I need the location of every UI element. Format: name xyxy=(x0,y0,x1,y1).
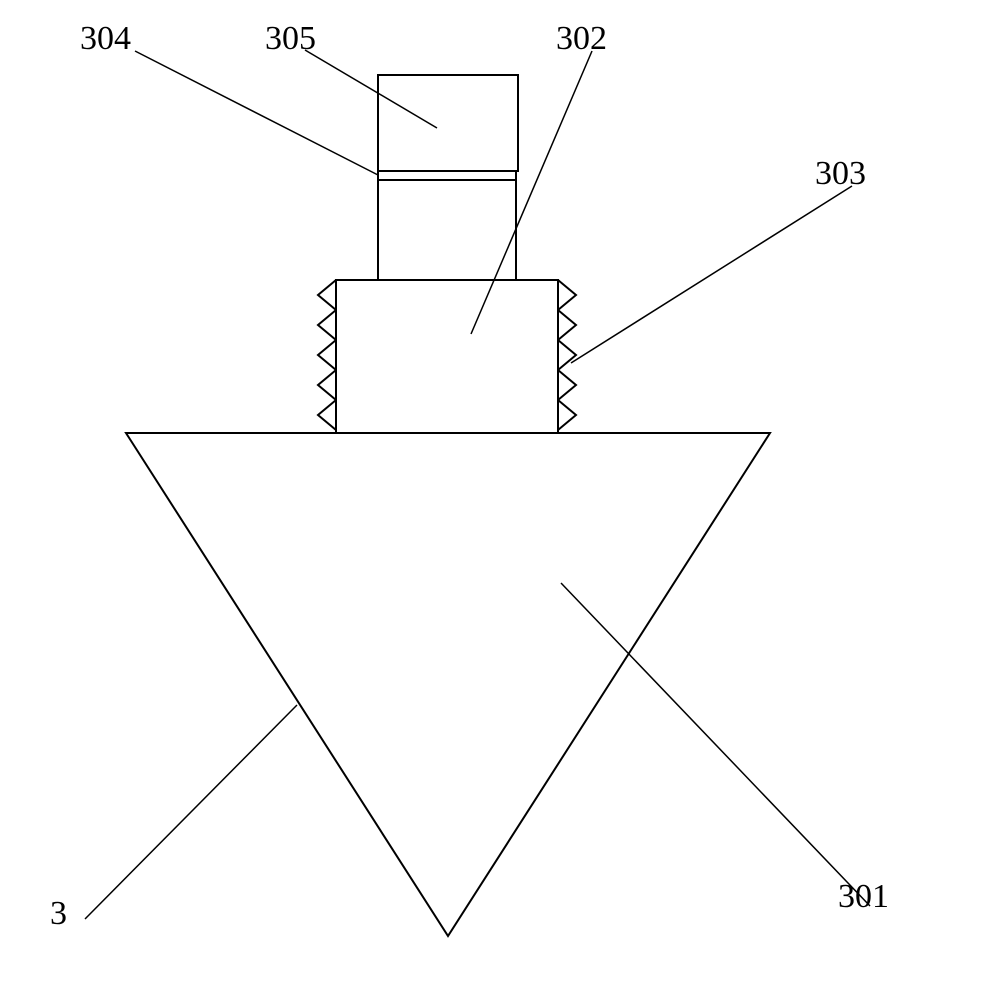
callout-label-302: 302 xyxy=(556,20,607,58)
callout-label-303: 303 xyxy=(815,155,866,193)
thread-body xyxy=(336,280,558,433)
callout-label-305: 305 xyxy=(265,20,316,58)
callout-label-3: 3 xyxy=(50,895,67,933)
callout-line-3 xyxy=(85,705,297,919)
cone xyxy=(126,433,770,936)
neck xyxy=(378,180,516,280)
callout-line-302 xyxy=(471,51,592,334)
callout-line-304 xyxy=(135,51,378,175)
thread-teeth-right xyxy=(558,280,576,430)
callout-label-304: 304 xyxy=(80,20,131,58)
callout-line-301 xyxy=(561,583,870,906)
diagram-canvas xyxy=(0,0,995,1000)
assembly xyxy=(126,75,770,936)
callout-label-301: 301 xyxy=(838,878,889,916)
callout-line-303 xyxy=(571,186,852,363)
callout-line-305 xyxy=(305,50,437,128)
top-block xyxy=(378,75,518,171)
thread-teeth-left xyxy=(318,280,336,430)
